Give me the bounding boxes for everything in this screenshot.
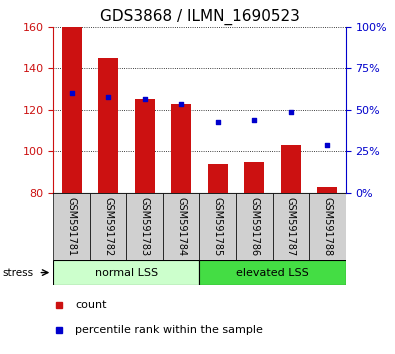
Bar <box>199 193 236 260</box>
Bar <box>90 193 126 260</box>
Point <box>214 119 221 125</box>
Text: GSM591786: GSM591786 <box>249 197 259 256</box>
Text: stress: stress <box>3 268 34 278</box>
Bar <box>163 193 199 260</box>
Text: GSM591787: GSM591787 <box>286 197 296 256</box>
Bar <box>171 103 191 193</box>
Point <box>68 90 75 96</box>
Bar <box>135 99 155 193</box>
Bar <box>281 145 301 193</box>
Text: percentile rank within the sample: percentile rank within the sample <box>75 325 263 335</box>
Text: GSM591785: GSM591785 <box>213 197 223 256</box>
Text: GSM591781: GSM591781 <box>67 197 77 256</box>
Bar <box>62 27 82 193</box>
Point <box>141 97 148 102</box>
Title: GDS3868 / ILMN_1690523: GDS3868 / ILMN_1690523 <box>100 9 299 25</box>
Point <box>251 117 258 123</box>
Bar <box>53 260 199 285</box>
Bar <box>317 187 337 193</box>
Text: count: count <box>75 300 107 310</box>
Text: elevated LSS: elevated LSS <box>236 268 309 278</box>
Bar <box>53 193 90 260</box>
Bar <box>309 193 346 260</box>
Bar <box>236 193 273 260</box>
Bar <box>244 162 264 193</box>
Text: normal LSS: normal LSS <box>95 268 158 278</box>
Point <box>105 95 111 100</box>
Text: GSM591782: GSM591782 <box>103 197 113 256</box>
Bar <box>199 260 346 285</box>
Bar <box>208 164 228 193</box>
Point <box>178 101 184 106</box>
Point <box>324 142 331 148</box>
Text: GSM591783: GSM591783 <box>140 197 150 256</box>
Point <box>288 109 294 115</box>
Text: GSM591788: GSM591788 <box>322 197 332 256</box>
Text: GSM591784: GSM591784 <box>176 197 186 256</box>
Bar <box>126 193 163 260</box>
Bar <box>273 193 309 260</box>
Bar <box>98 58 118 193</box>
